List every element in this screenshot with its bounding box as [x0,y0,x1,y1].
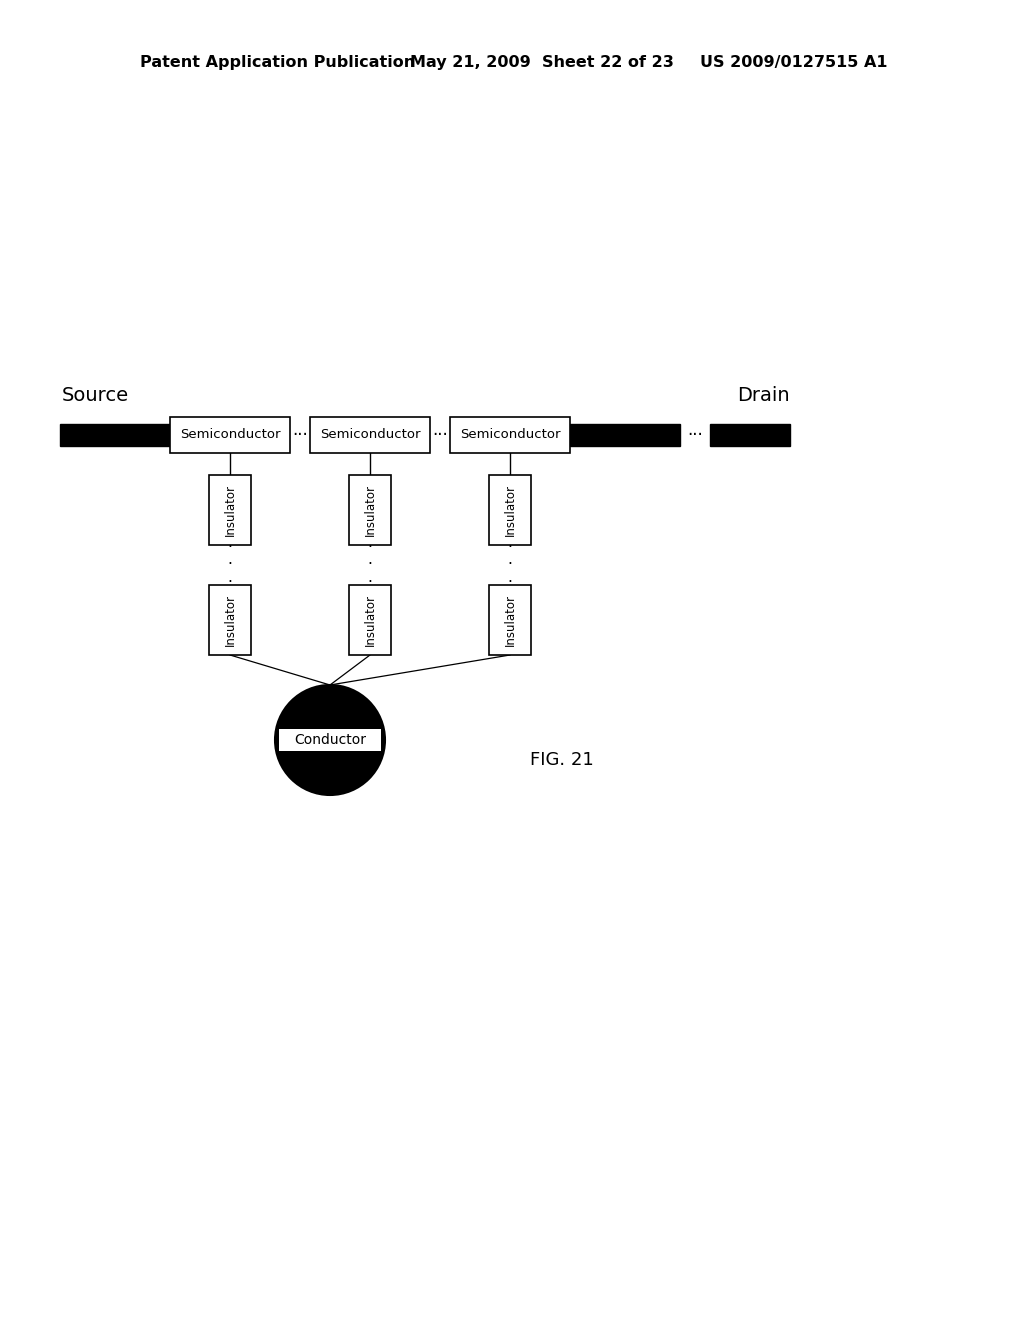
Text: ·
·
·: · · · [227,540,232,590]
Text: Drain: Drain [737,385,790,405]
Text: Semiconductor: Semiconductor [180,429,281,441]
FancyBboxPatch shape [349,475,391,545]
Text: ···: ··· [292,426,308,444]
Text: Insulator: Insulator [504,484,516,536]
FancyBboxPatch shape [489,475,531,545]
Text: Conductor: Conductor [294,733,366,747]
Circle shape [275,685,385,795]
Text: Patent Application Publication: Patent Application Publication [140,54,416,70]
Text: Insulator: Insulator [504,594,516,645]
FancyBboxPatch shape [489,585,531,655]
Text: Insulator: Insulator [364,484,377,536]
Text: Insulator: Insulator [364,594,377,645]
FancyBboxPatch shape [170,417,290,453]
FancyBboxPatch shape [209,475,251,545]
Text: ·
·
·: · · · [368,540,373,590]
Bar [570,424,680,446]
Text: Insulator: Insulator [223,484,237,536]
Text: Semiconductor: Semiconductor [319,429,420,441]
Bar [60,424,170,446]
Text: Insulator: Insulator [223,594,237,645]
FancyBboxPatch shape [450,417,570,453]
Text: ·
·
·: · · · [508,540,512,590]
Bar [710,424,790,446]
FancyBboxPatch shape [310,417,430,453]
Text: ···: ··· [432,426,447,444]
Text: FIG. 21: FIG. 21 [530,751,594,770]
FancyBboxPatch shape [209,585,251,655]
FancyBboxPatch shape [279,729,381,751]
Text: Source: Source [62,385,129,405]
FancyBboxPatch shape [349,585,391,655]
Text: ···: ··· [687,426,702,444]
Text: Semiconductor: Semiconductor [460,429,560,441]
Text: US 2009/0127515 A1: US 2009/0127515 A1 [700,54,888,70]
Text: May 21, 2009  Sheet 22 of 23: May 21, 2009 Sheet 22 of 23 [410,54,674,70]
